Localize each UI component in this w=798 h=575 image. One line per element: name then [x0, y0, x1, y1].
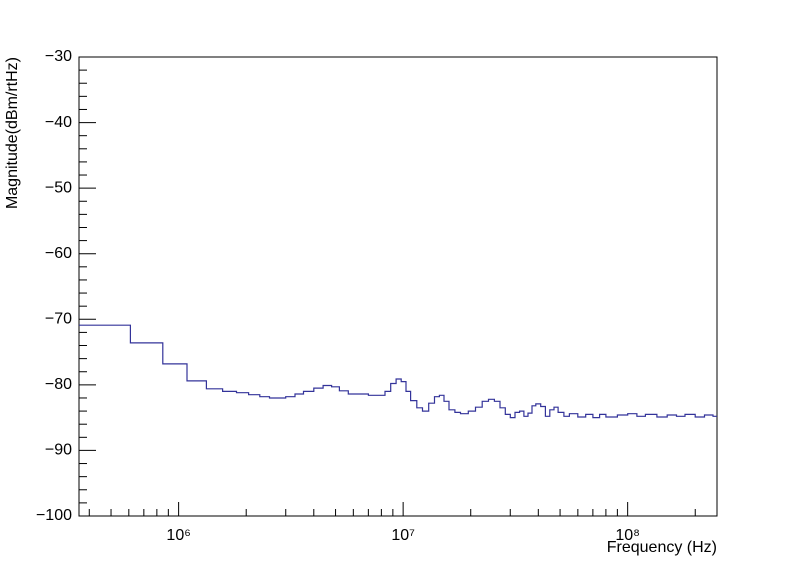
x-tick-label: 10⁷: [391, 527, 415, 544]
y-tick-label: −40: [45, 114, 72, 131]
x-tick-label: 10⁶: [166, 527, 190, 544]
plot-frame: [78, 56, 718, 517]
y-axis-label: Magnitude(dBm/rtHz): [4, 57, 21, 209]
y-tick-label: −70: [45, 311, 72, 328]
data-line: [79, 324, 717, 419]
y-tick-label: −80: [45, 376, 72, 393]
y-tick-label: −60: [45, 245, 72, 262]
y-tick-label: −100: [36, 507, 72, 524]
x-axis-label: Frequency (Hz): [607, 539, 717, 556]
y-tick-label: −90: [45, 442, 72, 459]
y-tick-label: −50: [45, 179, 72, 196]
y-tick-label: −30: [45, 48, 72, 65]
x-tick-label: 10⁸: [615, 527, 640, 544]
